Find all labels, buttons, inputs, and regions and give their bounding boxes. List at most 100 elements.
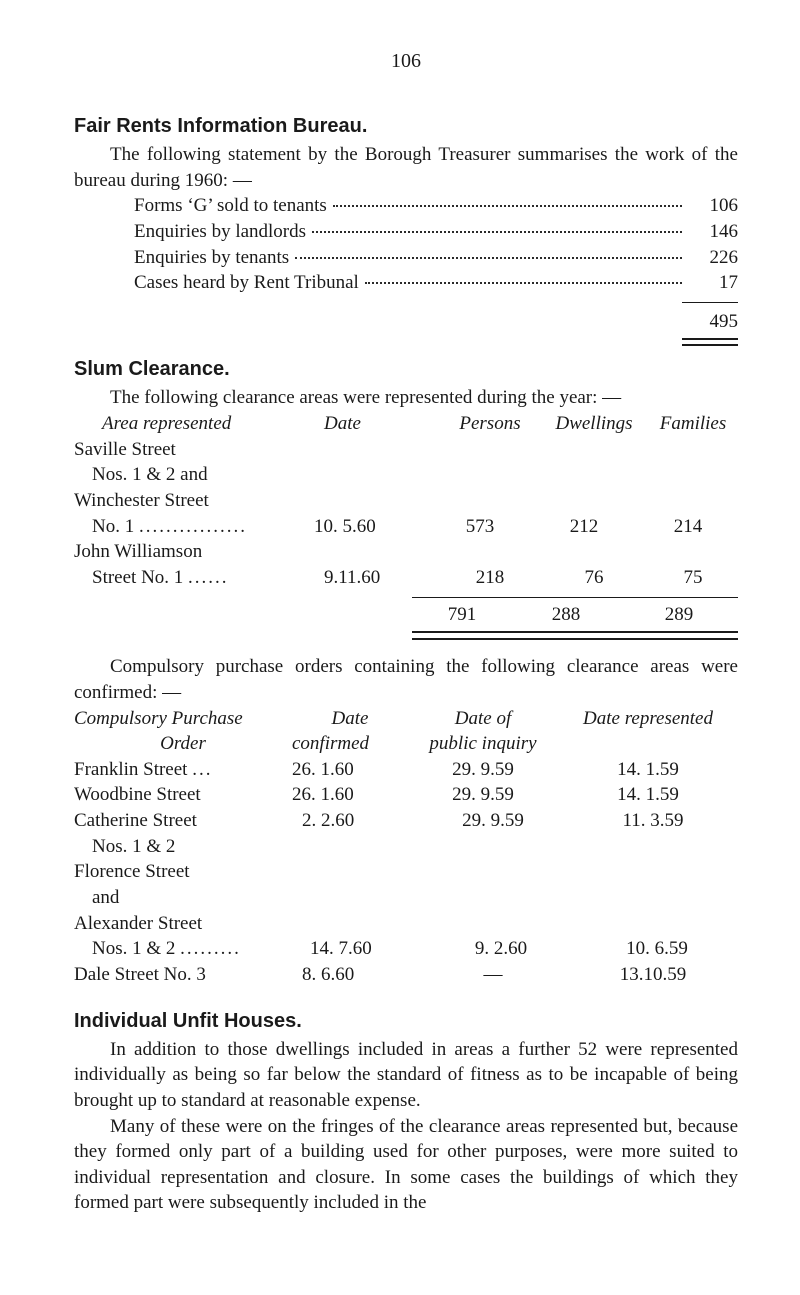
cell-date: 26. 1.60 — [292, 757, 408, 783]
fair-rents-row: Enquiries by tenants 226 — [74, 245, 738, 271]
area-line: Street No. 1 ...... — [74, 565, 314, 591]
fair-rents-total: 495 — [74, 309, 738, 335]
cell-date: 26. 1.60 — [292, 782, 408, 808]
cpo-name: Dale Street No. 3 — [74, 962, 292, 988]
cpo-extra: and — [74, 885, 310, 911]
table-rule — [74, 591, 738, 602]
leader-dots: ................ — [139, 516, 247, 537]
hdr-order-l2: Order — [74, 731, 292, 757]
row-label: Enquiries by landlords — [134, 219, 306, 245]
row-label: Enquiries by tenants — [134, 245, 289, 271]
table-row: Nos. 1 & 2 ......... 14. 7.60 9. 2.60 10… — [74, 936, 738, 962]
cpo-header-row: Compulsory Purchase Date Date of Date re… — [74, 706, 738, 732]
cell-inquiry: 29. 9.59 — [418, 808, 568, 834]
table-row: No. 1 ................ 10. 5.60 573 212 … — [74, 514, 738, 540]
area-line: Winchester Street — [74, 488, 296, 514]
cell-inquiry: 9. 2.60 — [426, 936, 576, 962]
leader-dots — [295, 257, 682, 259]
hdr-order: Compulsory Purchase — [74, 706, 292, 732]
cpo-extra: Nos. 1 & 2 ......... — [74, 936, 310, 962]
cell-date: 9.11.60 — [314, 565, 440, 591]
hdr-dwellings: Dwellings — [540, 411, 648, 437]
leader-dots: ......... — [180, 938, 241, 959]
area-line: Nos. 1 & 2 and — [74, 462, 314, 488]
table-row: Nos. 1 & 2 and — [74, 462, 738, 488]
cell-date: 14. 7.60 — [310, 936, 426, 962]
table-row: Florence Street — [74, 859, 738, 885]
fair-rents-row: Enquiries by landlords 146 — [74, 219, 738, 245]
row-value: 106 — [688, 193, 738, 219]
page-number: 106 — [74, 48, 738, 75]
table-row: John Williamson — [74, 539, 738, 565]
table-row: Catherine Street 2. 2.60 29. 9.59 11. 3.… — [74, 808, 738, 834]
unfit-p2: Many of these were on the fringes of the… — [74, 1114, 738, 1217]
heading-slum-clearance: Slum Clearance. — [74, 356, 738, 383]
hdr-represented: Date represented — [558, 706, 738, 732]
slum-intro: The following clearance areas were repre… — [74, 385, 738, 411]
area-name: No. 1 — [92, 516, 134, 537]
cpo-name: Woodbine Street — [74, 782, 292, 808]
sum-rule — [682, 302, 738, 303]
hdr-date: Date — [292, 706, 408, 732]
hdr-inquiry: Date of — [408, 706, 558, 732]
cell-represented: 14. 1.59 — [558, 757, 738, 783]
table-row: Dale Street No. 3 8. 6.60 — 13.10.59 — [74, 962, 738, 988]
area-line: No. 1 ................ — [74, 514, 314, 540]
leader-dots: ... — [192, 759, 212, 780]
cell-inquiry: — — [418, 962, 568, 988]
cell-date: 2. 2.60 — [292, 808, 418, 834]
leader-dots — [333, 205, 682, 207]
hdr-persons: Persons — [440, 411, 540, 437]
heading-fair-rents: Fair Rents Information Bureau. — [74, 113, 738, 140]
row-value: 226 — [688, 245, 738, 271]
cell-date: 10. 5.60 — [314, 514, 430, 540]
cpo-extra: Alexander Street — [74, 911, 292, 937]
cpo-extra: Nos. 1 & 2 — [74, 834, 310, 860]
cell-dwellings: 76 — [540, 565, 648, 591]
leader-dots — [312, 231, 682, 233]
heading-unfit-houses: Individual Unfit Houses. — [74, 1008, 738, 1035]
area-line: Saville Street — [74, 437, 296, 463]
cell-inquiry: 29. 9.59 — [408, 757, 558, 783]
table-row: Nos. 1 & 2 — [74, 834, 738, 860]
cell-families: 75 — [648, 565, 738, 591]
cpo-name: Franklin Street ... — [74, 757, 292, 783]
cell-inquiry: 29. 9.59 — [408, 782, 558, 808]
leader-dots — [365, 282, 682, 284]
row-value: 146 — [688, 219, 738, 245]
fair-rents-intro: The following statement by the Borough T… — [74, 142, 738, 193]
fair-rents-row: Forms ‘G’ sold to tenants 106 — [74, 193, 738, 219]
row-label: Cases heard by Rent Tribunal — [134, 270, 359, 296]
clearance-header-row: Area represented Date Persons Dwellings … — [74, 411, 738, 437]
double-rule — [682, 338, 738, 346]
name-text: Nos. 1 & 2 — [92, 938, 175, 959]
clearance-table: Area represented Date Persons Dwellings … — [74, 411, 738, 654]
totals-row: 791 288 289 — [74, 602, 738, 628]
cpo-header-row: Order confirmed public inquiry — [74, 731, 738, 757]
hdr-area: Area represented — [74, 411, 324, 437]
cell-persons: 218 — [440, 565, 540, 591]
cell-represented: 13.10.59 — [568, 962, 738, 988]
table-row: and — [74, 885, 738, 911]
name-text: Franklin Street — [74, 759, 187, 780]
cell-represented: 10. 6.59 — [576, 936, 738, 962]
table-double-rule — [74, 627, 738, 654]
row-value: 17 — [688, 270, 738, 296]
unfit-p1: In addition to those dwellings included … — [74, 1037, 738, 1114]
cell-dwellings: 212 — [530, 514, 638, 540]
table-row: Street No. 1 ...... 9.11.60 218 76 75 — [74, 565, 738, 591]
area-line: John Williamson — [74, 539, 296, 565]
total-persons: 791 — [412, 602, 512, 628]
row-label: Forms ‘G’ sold to tenants — [134, 193, 327, 219]
leader-dots: ...... — [188, 567, 229, 588]
table-row: Franklin Street ... 26. 1.60 29. 9.59 14… — [74, 757, 738, 783]
table-row: Saville Street — [74, 437, 738, 463]
cpo-table: Compulsory Purchase Date Date of Date re… — [74, 706, 738, 988]
cell-date: 8. 6.60 — [292, 962, 418, 988]
hdr-date-l2: confirmed — [292, 731, 408, 757]
table-row: Winchester Street — [74, 488, 738, 514]
cpo-name: Catherine Street — [74, 808, 292, 834]
cell-represented: 11. 3.59 — [568, 808, 738, 834]
cell-persons: 573 — [430, 514, 530, 540]
hdr-inquiry-l2: public inquiry — [408, 731, 558, 757]
